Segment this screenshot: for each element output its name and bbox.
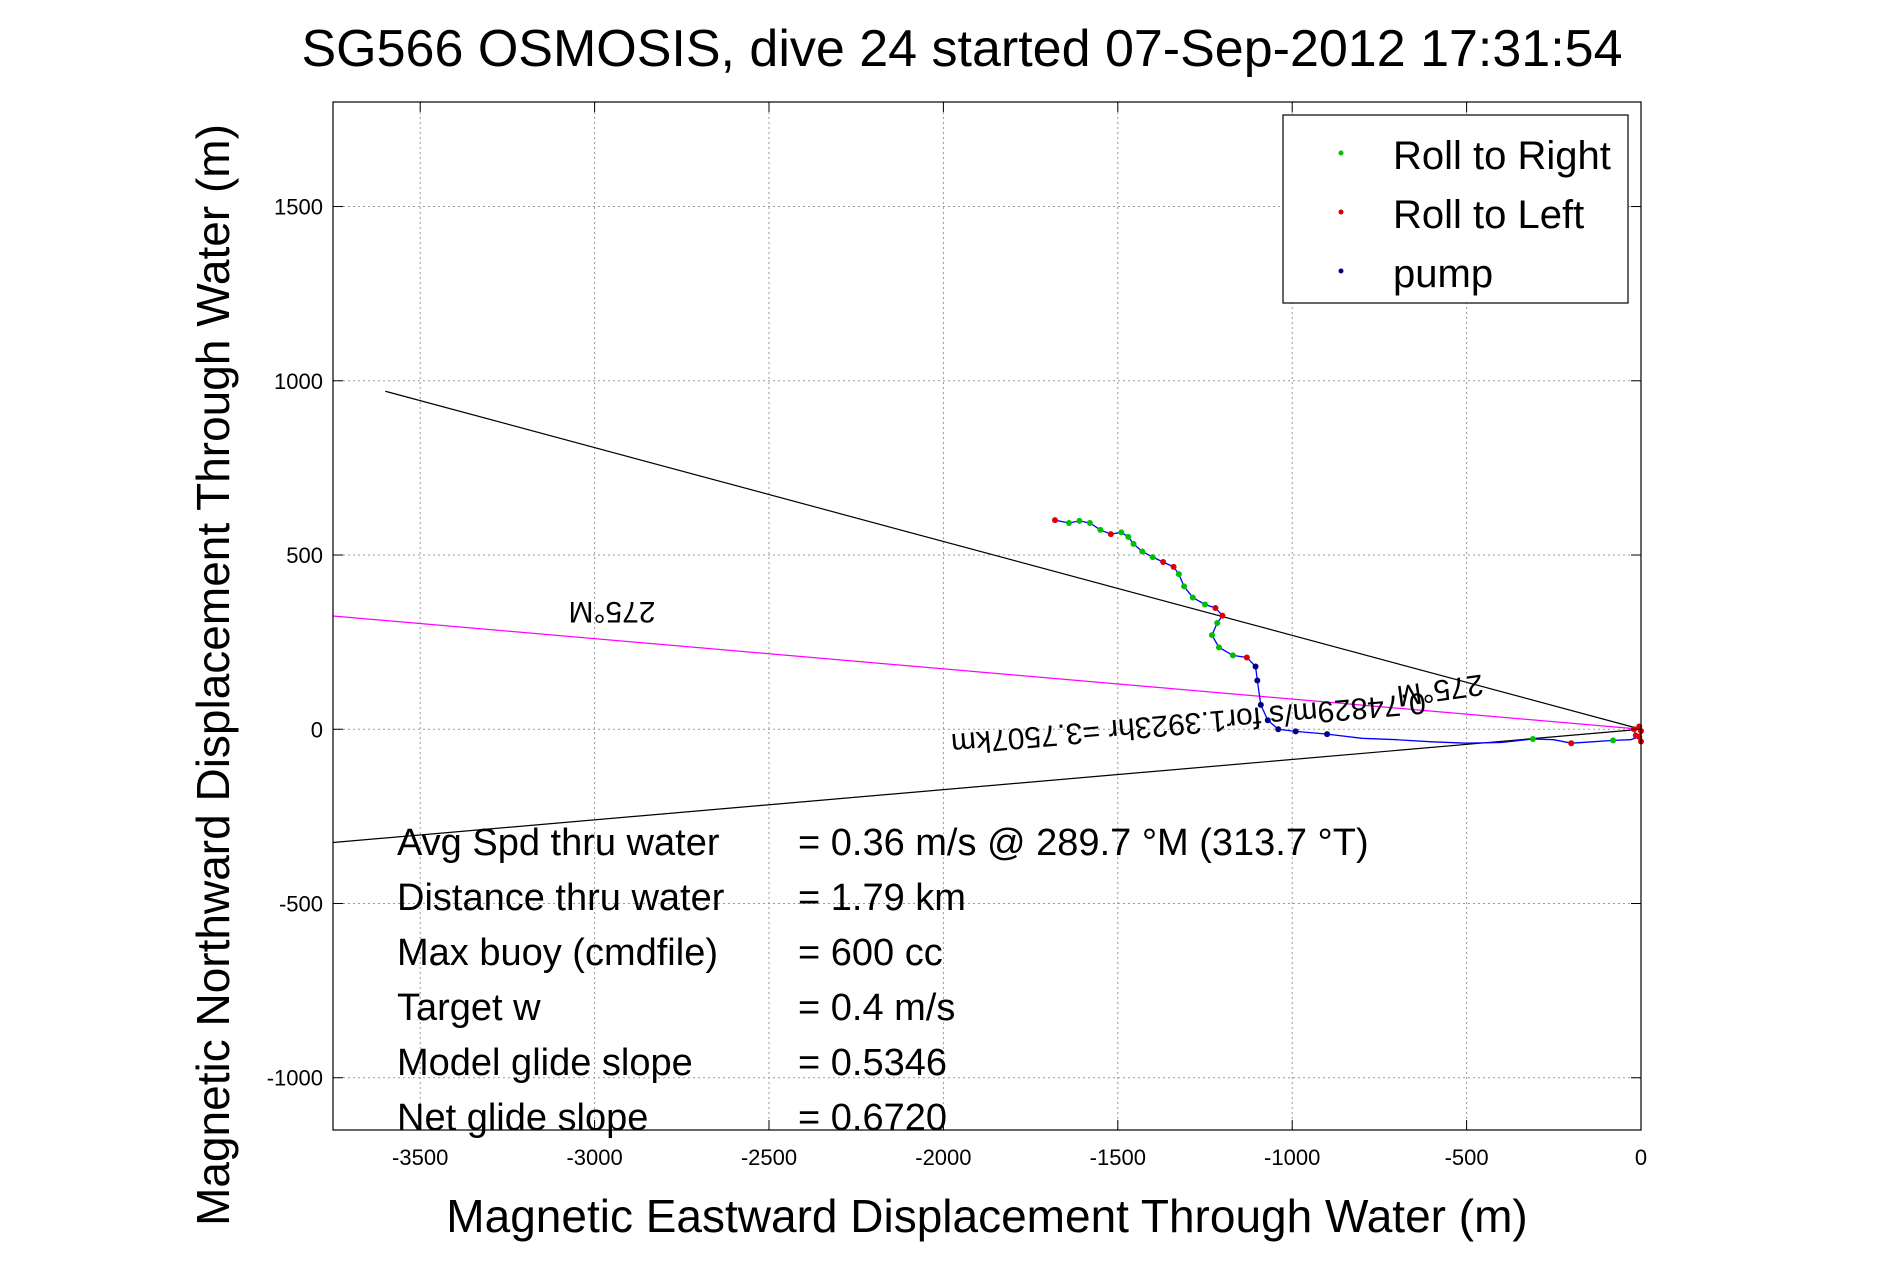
reference-line-lower-bound	[332, 728, 1642, 844]
legend: Roll to Right Roll to Left pump	[1282, 114, 1629, 304]
stat-label: Model glide slope	[397, 1042, 693, 1084]
pump-point	[1292, 728, 1299, 735]
x-tick-label: -1000	[1264, 1145, 1320, 1170]
roll-right-point	[1229, 652, 1236, 659]
y-axis-label: Magnetic Northward Displacement Through …	[187, 124, 239, 1226]
x-tick-label: -2000	[915, 1145, 971, 1170]
roll-right-point	[1125, 533, 1132, 540]
roll-right-point	[1208, 632, 1215, 639]
roll-right-point	[1529, 736, 1536, 743]
roll-right-point	[1097, 526, 1104, 533]
y-tick-label: 1500	[274, 195, 323, 220]
x-tick-label: -500	[1445, 1145, 1489, 1170]
legend-label: pump	[1393, 252, 1493, 296]
roll-left-point	[1632, 732, 1639, 739]
legend-label: Roll to Right	[1393, 134, 1611, 178]
roll-left-point	[1243, 654, 1250, 661]
stat-value: = 0.6720	[798, 1097, 947, 1139]
roll-right-point	[1214, 619, 1221, 626]
roll-left-point	[1107, 531, 1114, 538]
legend-marker	[1338, 150, 1344, 156]
roll-right-point	[1215, 644, 1222, 651]
stat-label: Net glide slope	[397, 1097, 648, 1139]
legend-marker	[1338, 268, 1344, 274]
axis-ticks: -3500 -3000 -2500 -2000 -1500 -1000 -500 0 -1000…	[267, 102, 1647, 1170]
reference-line-heading-275	[332, 615, 1642, 730]
roll-right-point	[1065, 519, 1072, 526]
roll-left-point	[1160, 558, 1167, 565]
pump-point	[1324, 731, 1331, 738]
x-tick-label: -1500	[1090, 1145, 1146, 1170]
stat-label: Distance thru water	[397, 877, 725, 919]
legend-label: Roll to Left	[1393, 193, 1584, 237]
line-annotation: 0.74829m/s for1.3923hr =3.7507km	[950, 686, 1427, 760]
roll-right-point	[1610, 737, 1617, 744]
reference-lines	[332, 390, 1642, 844]
roll-right-point	[1175, 571, 1182, 578]
roll-right-point	[1149, 554, 1156, 561]
stat-label: Max buoy (cmdfile)	[397, 932, 718, 974]
roll-right-point	[1202, 601, 1208, 608]
roll-left-point	[1052, 517, 1059, 524]
x-axis-label: Magnetic Eastward Displacement Through W…	[446, 1190, 1527, 1242]
roll-right-point	[1181, 583, 1188, 590]
x-tick-label: -3000	[566, 1145, 622, 1170]
stat-value: = 600 cc	[798, 932, 943, 974]
pump-point	[1252, 663, 1259, 670]
y-tick-label: -1000	[267, 1066, 323, 1091]
stat-value: = 0.5346	[798, 1042, 947, 1084]
roll-left-point	[1219, 612, 1226, 619]
y-tick-label: 1000	[274, 369, 323, 394]
roll-right-point	[1189, 594, 1196, 601]
x-tick-label: 0	[1635, 1145, 1647, 1170]
legend-marker	[1338, 209, 1344, 215]
dive-track	[1052, 517, 1644, 747]
stat-label: Target w	[397, 987, 541, 1029]
x-tick-label: -3500	[392, 1145, 448, 1170]
roll-right-point	[1118, 529, 1125, 536]
stat-value: = 0.4 m/s	[798, 987, 955, 1029]
roll-left-point	[1212, 604, 1219, 611]
pump-point	[1264, 717, 1271, 724]
y-tick-label: 500	[286, 543, 323, 568]
roll-left-point	[1568, 740, 1575, 747]
stat-label: Avg Spd thru water	[397, 822, 720, 864]
pump-point	[1254, 677, 1261, 684]
reference-line-upper-bound	[385, 390, 1642, 730]
pump-point	[1275, 726, 1282, 733]
y-tick-label: -500	[279, 891, 323, 916]
roll-right-point	[1086, 519, 1093, 526]
roll-right-point	[1130, 540, 1137, 547]
plot-frame	[332, 101, 1642, 1131]
stat-value: = 0.36 m/s @ 289.7 °M (313.7 °T)	[798, 822, 1369, 864]
pump-point	[1257, 701, 1264, 708]
roll-right-point	[1076, 517, 1083, 524]
y-tick-label: 0	[311, 717, 323, 742]
line-annotation: 275°M	[569, 595, 656, 628]
chart-title: SG566 OSMOSIS, dive 24 started 07-Sep-20…	[301, 20, 1622, 78]
stat-value: = 1.79 km	[798, 877, 966, 919]
roll-left-point	[1170, 563, 1177, 570]
x-tick-label: -2500	[741, 1145, 797, 1170]
roll-right-point	[1139, 548, 1146, 555]
